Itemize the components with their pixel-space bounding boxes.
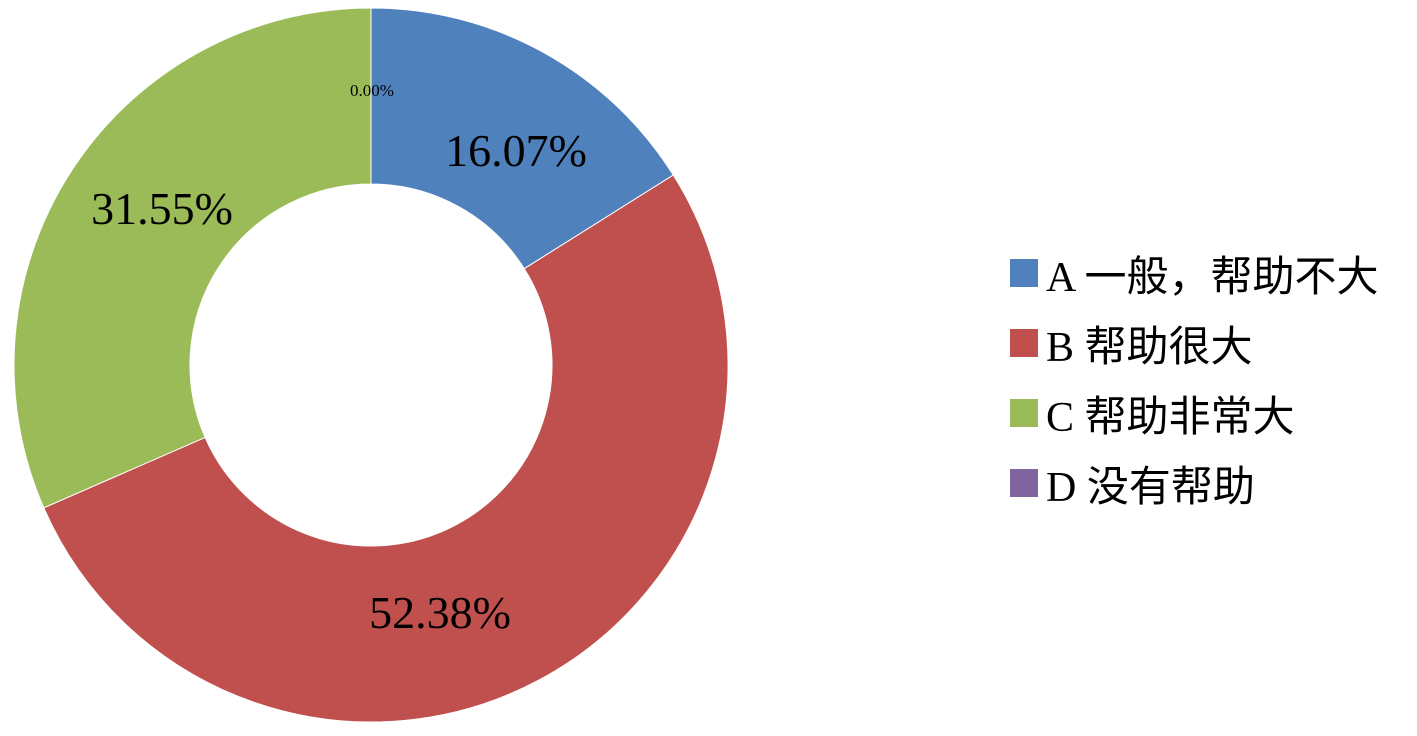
legend-label-d: D 没有帮助 <box>1046 464 1255 511</box>
legend-label-c: C 帮助非常大 <box>1046 394 1295 441</box>
legend-swatch-d <box>1010 469 1038 497</box>
legend-swatch-a <box>1010 259 1038 287</box>
data-label-a: 16.07% <box>445 125 587 176</box>
legend-item-a: A 一般，帮助不大 <box>1010 238 1379 308</box>
data-label-d: 0.00% <box>350 81 394 100</box>
legend-item-b: B 帮助很大 <box>1010 308 1379 378</box>
data-label-b: 52.38% <box>369 587 511 638</box>
legend-item-d: D 没有帮助 <box>1010 448 1379 518</box>
legend-label-a: A 一般，帮助不大 <box>1046 254 1379 301</box>
legend-label-b: B 帮助很大 <box>1046 324 1253 371</box>
slice-a <box>370 7 674 270</box>
slice-c <box>13 7 372 509</box>
legend-swatch-b <box>1010 329 1038 357</box>
legend-swatch-c <box>1010 399 1038 427</box>
data-label-c: 31.55% <box>91 183 233 234</box>
slice-b <box>43 174 729 723</box>
legend: A 一般，帮助不大 B 帮助很大 C 帮助非常大 D 没有帮助 <box>1010 238 1379 518</box>
legend-item-c: C 帮助非常大 <box>1010 378 1379 448</box>
